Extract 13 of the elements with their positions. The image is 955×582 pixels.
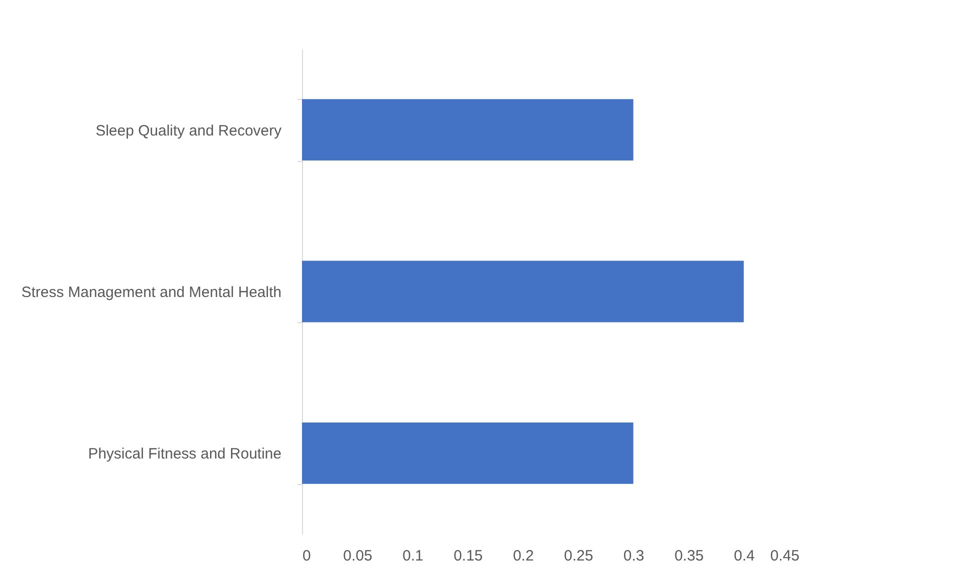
y-tick-label: Sleep Quality and Recovery xyxy=(96,122,282,140)
x-tick-label: 0.15 xyxy=(454,548,483,564)
y-tick-label: Stress Management and Mental Health xyxy=(21,284,282,301)
x-tick-label: 0.05 xyxy=(343,548,372,564)
y-tick-label: Physical Fitness and Routine xyxy=(88,446,282,463)
x-tick-label: 0.4 xyxy=(734,548,755,564)
x-tick-label: 0.2 xyxy=(512,548,534,564)
x-tick-label: 0.45 xyxy=(770,548,800,564)
x-tick-label: 0.25 xyxy=(564,548,594,564)
x-tick-label: 0.1 xyxy=(402,548,424,564)
x-tick-label: 0.3 xyxy=(623,548,644,564)
x-tick-label: 0 xyxy=(302,548,311,564)
x-tick-label: 0.35 xyxy=(674,548,704,564)
